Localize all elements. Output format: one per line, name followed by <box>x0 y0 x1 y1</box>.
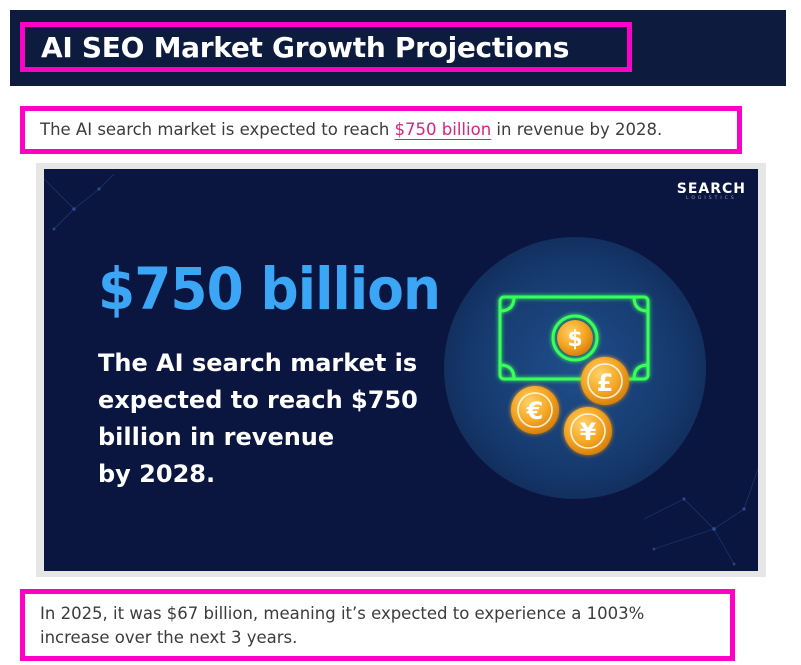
intro-text-after: in revenue by 2028. <box>491 120 663 139</box>
headline-description: The AI search market is expected to reac… <box>98 345 438 493</box>
followup-text-line: increase over the next 3 years. <box>40 628 298 647</box>
infographic-image: $ £ € ¥ <box>44 169 758 571</box>
svg-text:$: $ <box>567 327 582 352</box>
infographic-frame: $ £ € ¥ <box>36 163 766 577</box>
intro-text-before: The AI search market is expected to reac… <box>40 120 395 139</box>
network-pattern-icon <box>44 173 758 566</box>
brand-name: SEARCH <box>676 181 746 197</box>
headline-figure: $750 billion <box>98 255 441 323</box>
section-heading: AI SEO Market Growth Projections <box>41 30 570 64</box>
infographic-background: $ £ € ¥ <box>44 173 758 566</box>
banknote-icon <box>498 295 650 381</box>
description-line: billion in revenue <box>98 423 335 451</box>
followup-highlight-box: In 2025, it was $67 billion, meaning it’… <box>20 589 735 661</box>
heading-highlight-box: AI SEO Market Growth Projections <box>20 22 632 72</box>
revenue-link[interactable]: $750 billion <box>394 120 492 139</box>
brand-subtitle: LOGISTICS <box>686 196 737 201</box>
description-line: expected to reach $750 <box>98 386 418 414</box>
description-line: The AI search market is <box>98 349 418 377</box>
intro-highlight-box: The AI search market is expected to reac… <box>20 106 742 154</box>
svg-text:¥: ¥ <box>580 418 597 446</box>
description-line: by 2028. <box>98 460 216 488</box>
dollar-coin-icon: $ <box>557 320 593 356</box>
brand-logo: SEARCH LOGISTICS <box>677 181 746 201</box>
yen-coin-icon: ¥ <box>564 407 612 455</box>
euro-coin-icon: € <box>511 386 559 434</box>
svg-text:€: € <box>526 397 544 425</box>
followup-text-line: In 2025, it was $67 billion, meaning it’… <box>40 604 645 623</box>
pound-coin-icon: £ <box>581 357 629 405</box>
highlight-circle <box>444 237 706 499</box>
svg-text:£: £ <box>597 369 614 397</box>
